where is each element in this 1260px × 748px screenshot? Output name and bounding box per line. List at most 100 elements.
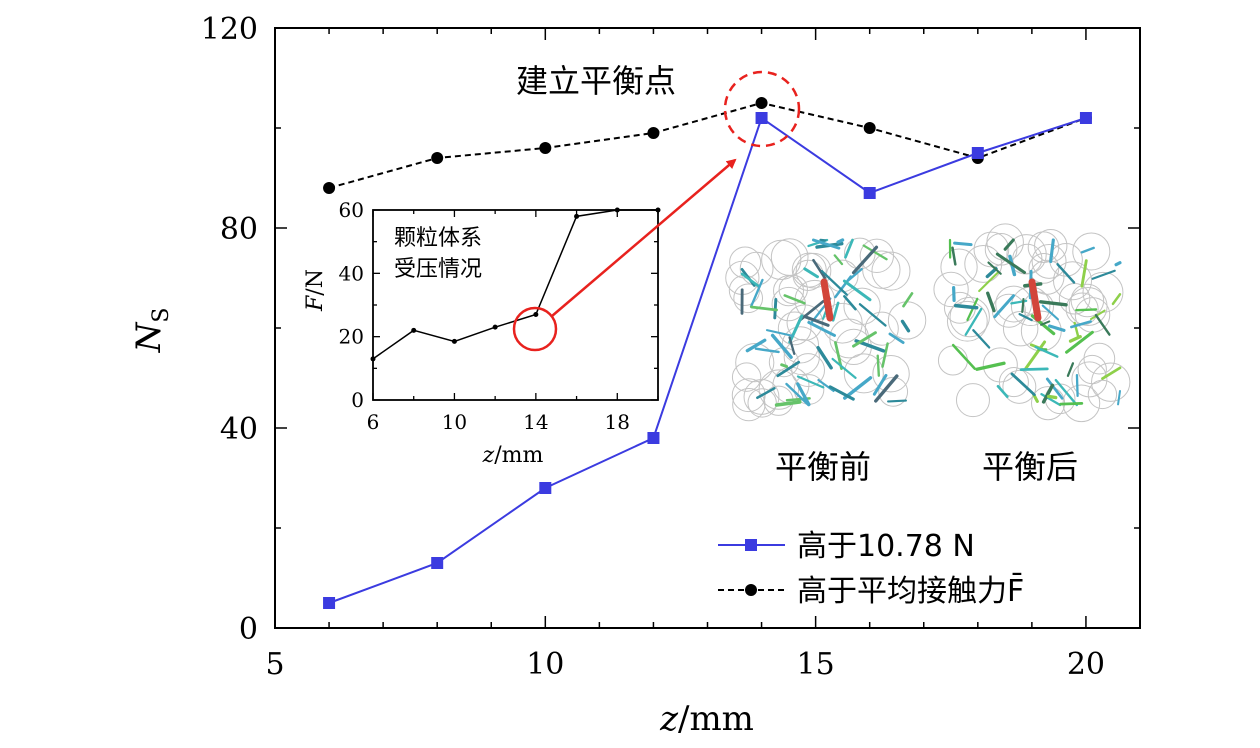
force-chain-segment bbox=[874, 374, 899, 403]
force-chain-segment bbox=[902, 292, 914, 308]
main-y-axis-title: NS bbox=[129, 308, 174, 354]
force-chain-segment bbox=[1034, 345, 1059, 358]
force-chain-segment bbox=[1080, 259, 1088, 288]
force-chain-segment bbox=[807, 320, 836, 337]
force-chain-segment bbox=[953, 303, 979, 310]
series-blue-point bbox=[323, 597, 336, 609]
series-black-point bbox=[755, 97, 768, 109]
inset-series-point bbox=[370, 356, 376, 362]
force-chain-segment bbox=[1059, 401, 1084, 406]
particle-sphere bbox=[872, 355, 910, 393]
force-chain-segment bbox=[1101, 366, 1122, 380]
balance-point-circle bbox=[723, 70, 801, 148]
force-chain-segment bbox=[803, 315, 830, 327]
force-chain-segment bbox=[1089, 309, 1106, 321]
inset-x-tick-label: 6 bbox=[367, 410, 380, 434]
main-x-tick-label: 15 bbox=[797, 647, 835, 682]
force-chain-segment bbox=[783, 294, 806, 305]
force-chain-segment bbox=[888, 332, 905, 345]
series-blue-point bbox=[1079, 112, 1092, 124]
force-chain-segment bbox=[858, 303, 887, 327]
force-chain-segment bbox=[843, 376, 873, 400]
particle-system-after-image bbox=[933, 223, 1131, 423]
balance-point-label: 建立平衡点 bbox=[516, 62, 676, 100]
particle-sphere bbox=[995, 285, 1033, 323]
main-y-tick-label: 80 bbox=[220, 212, 258, 247]
force-chain-segment bbox=[1080, 246, 1095, 254]
force-chain-segment bbox=[1003, 238, 1015, 251]
force-chain-segment bbox=[951, 343, 977, 370]
particle-sphere bbox=[843, 353, 884, 394]
particle-sphere bbox=[747, 388, 777, 418]
force-chain-segment bbox=[831, 301, 840, 322]
force-chain-segment bbox=[1066, 362, 1075, 377]
force-chain-segment bbox=[811, 238, 841, 250]
force-chain-segment bbox=[843, 295, 857, 311]
particle-sphere bbox=[1071, 361, 1108, 398]
force-chain-segment bbox=[964, 307, 983, 336]
force-chain-segment bbox=[887, 399, 907, 403]
particle-sphere bbox=[777, 311, 812, 346]
main-series-layer bbox=[323, 97, 1092, 609]
force-chain-segment bbox=[1075, 308, 1098, 312]
force-chain-segment bbox=[842, 279, 872, 302]
force-chain-segment bbox=[986, 291, 996, 313]
force-chain-segment bbox=[978, 271, 1000, 293]
particle-sphere bbox=[878, 376, 909, 407]
force-chain-segment bbox=[1010, 372, 1036, 397]
particle-sphere bbox=[792, 259, 824, 291]
particle-sphere bbox=[795, 252, 832, 289]
particle-sphere bbox=[964, 245, 1003, 283]
inset-y-tick-label: 40 bbox=[339, 261, 364, 285]
force-chain-segment bbox=[740, 272, 760, 288]
inset-series-point bbox=[574, 213, 580, 219]
series-blue-point bbox=[431, 557, 444, 569]
force-chain-segment bbox=[846, 267, 863, 282]
inset-x-tick-label: 14 bbox=[523, 410, 548, 434]
force-chain-segment bbox=[993, 294, 1016, 319]
particle-sphere bbox=[729, 246, 762, 279]
legend-black-marker bbox=[745, 584, 757, 596]
force-chain-segment bbox=[1094, 313, 1111, 336]
particle-sphere bbox=[937, 345, 968, 376]
force-chain-segment bbox=[881, 342, 889, 368]
force-chain-segment bbox=[780, 363, 789, 369]
series-blue-point bbox=[755, 112, 768, 124]
inset-x-tick-label: 10 bbox=[442, 410, 467, 434]
force-chain-segment bbox=[1111, 293, 1122, 306]
force-chain-segment bbox=[749, 278, 764, 308]
max-force-chain bbox=[820, 278, 834, 322]
force-chain-segment bbox=[1056, 263, 1076, 284]
highlight-arrow bbox=[551, 158, 737, 317]
main-x-tick-label: 20 bbox=[1067, 647, 1105, 682]
svg-text:F/N: F/N bbox=[303, 269, 328, 312]
force-chain-segment bbox=[820, 269, 848, 296]
particle-sphere bbox=[1028, 252, 1060, 284]
force-chain-segment bbox=[985, 267, 998, 279]
particle-sphere bbox=[949, 296, 990, 338]
particle-sphere bbox=[735, 343, 775, 383]
main-x-tick-label: 10 bbox=[526, 647, 564, 682]
force-chain-segment bbox=[1038, 300, 1068, 307]
force-chain-segment bbox=[1049, 238, 1055, 264]
force-chain-segment bbox=[1021, 297, 1025, 314]
series-blue-point bbox=[647, 432, 660, 444]
max-force-chain bbox=[1028, 278, 1042, 322]
inset-highlight-circle bbox=[512, 306, 558, 352]
inset-series-point bbox=[411, 327, 417, 333]
particle-sphere bbox=[864, 311, 899, 346]
series-blue-point bbox=[539, 482, 552, 494]
particle-sphere bbox=[1083, 342, 1116, 375]
particle-sphere bbox=[843, 287, 881, 325]
force-chain-segment bbox=[1091, 269, 1116, 280]
inset-y-tick-label: 20 bbox=[339, 325, 364, 349]
particle-sphere bbox=[783, 338, 820, 376]
main-y-tick-label: 40 bbox=[220, 412, 258, 447]
particle-sphere bbox=[1031, 243, 1067, 279]
force-chain-segment bbox=[770, 333, 793, 359]
force-chain-segment bbox=[987, 261, 1002, 275]
particle-sphere bbox=[758, 369, 800, 410]
particle-sphere bbox=[773, 275, 805, 307]
force-chain-segment bbox=[745, 338, 767, 353]
